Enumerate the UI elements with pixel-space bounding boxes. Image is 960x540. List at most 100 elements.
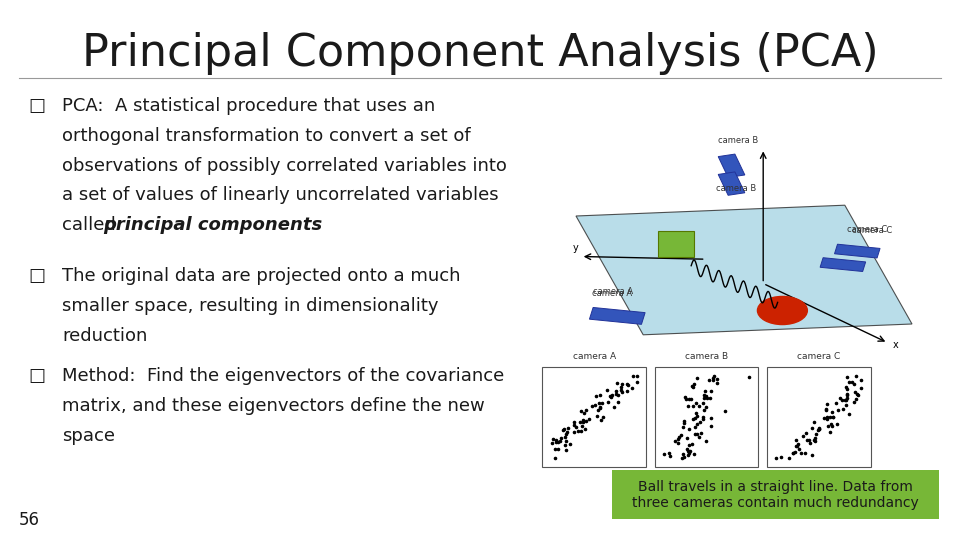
Text: a set of values of linearly uncorrelated variables: a set of values of linearly uncorrelated…	[62, 186, 499, 204]
Point	[661, 449, 677, 457]
Point	[704, 422, 719, 431]
Point	[811, 423, 827, 432]
Point	[840, 390, 855, 399]
Text: camera A: camera A	[573, 352, 615, 361]
Point	[600, 386, 615, 395]
Point	[579, 406, 594, 414]
Point	[588, 401, 603, 409]
Text: □: □	[29, 367, 46, 385]
Point	[613, 382, 629, 391]
Point	[819, 413, 834, 421]
Point	[684, 381, 700, 390]
Point	[673, 430, 688, 439]
Point	[575, 416, 590, 424]
Point	[680, 447, 695, 456]
Point	[609, 387, 624, 395]
Point	[602, 392, 617, 400]
Text: Ball travels in a straight line. Data from
three cameras contain much redundancy: Ball travels in a straight line. Data fr…	[633, 480, 919, 510]
Point	[839, 395, 854, 404]
Point	[692, 433, 708, 442]
Point	[626, 372, 641, 381]
Point	[807, 434, 823, 443]
Point	[834, 395, 850, 404]
Point	[839, 394, 854, 402]
Point	[707, 372, 722, 381]
Point	[677, 418, 692, 427]
Point	[804, 451, 819, 460]
Point	[838, 395, 853, 404]
Text: □: □	[29, 97, 46, 115]
Point	[841, 410, 856, 418]
Point	[559, 430, 574, 438]
Point	[558, 433, 573, 442]
Point	[613, 386, 629, 394]
Point	[560, 428, 575, 436]
Point	[574, 427, 589, 435]
Point	[693, 429, 708, 437]
Point	[588, 392, 604, 401]
Point	[806, 418, 822, 427]
Point	[826, 413, 841, 421]
Point	[591, 398, 607, 407]
Text: camera C: camera C	[852, 226, 892, 235]
Point	[679, 445, 694, 454]
Point	[841, 377, 856, 386]
Point	[677, 393, 692, 401]
Text: The original data are projected onto a much: The original data are projected onto a m…	[62, 267, 461, 285]
Point	[681, 402, 696, 410]
Point	[589, 411, 605, 420]
Point	[551, 444, 566, 453]
Point	[824, 420, 839, 428]
Point	[592, 402, 608, 411]
Text: x: x	[893, 340, 899, 350]
Point	[566, 420, 582, 429]
Point	[853, 376, 869, 384]
Point	[825, 407, 840, 416]
Point	[677, 417, 692, 426]
Point	[575, 421, 590, 430]
Point	[797, 449, 812, 458]
Point	[566, 418, 582, 427]
Point	[685, 402, 701, 410]
Point	[671, 433, 686, 442]
Point	[697, 394, 712, 402]
FancyBboxPatch shape	[542, 367, 646, 467]
Polygon shape	[718, 154, 745, 178]
Point	[629, 378, 644, 387]
Point	[816, 414, 831, 422]
Point	[811, 424, 827, 433]
Point	[610, 397, 625, 406]
Point	[851, 390, 866, 399]
Point	[687, 423, 703, 431]
Text: Method:  Find the eigenvectors of the covariance: Method: Find the eigenvectors of the cov…	[62, 367, 505, 385]
Text: observations of possibly correlated variables into: observations of possibly correlated vari…	[62, 157, 507, 174]
Point	[846, 380, 861, 389]
Point	[688, 399, 704, 407]
Point	[552, 437, 567, 445]
Point	[804, 423, 820, 432]
Point	[683, 447, 698, 455]
Point	[558, 446, 573, 455]
Point	[849, 390, 864, 399]
Point	[572, 417, 588, 426]
Point	[790, 441, 805, 450]
Point	[848, 372, 863, 381]
Point	[689, 420, 705, 428]
Text: principal components: principal components	[103, 216, 322, 234]
Point	[686, 380, 702, 389]
Text: 56: 56	[19, 511, 40, 529]
Point	[829, 420, 845, 428]
Point	[692, 417, 708, 426]
Point	[614, 388, 630, 396]
Point	[830, 406, 846, 415]
Point	[819, 414, 834, 423]
Point	[562, 440, 577, 448]
Point	[670, 438, 685, 447]
Point	[820, 400, 835, 408]
Point	[824, 422, 839, 431]
Point	[624, 384, 639, 393]
Point	[689, 411, 705, 420]
Point	[846, 398, 861, 407]
Point	[802, 436, 817, 444]
Point	[614, 380, 630, 388]
